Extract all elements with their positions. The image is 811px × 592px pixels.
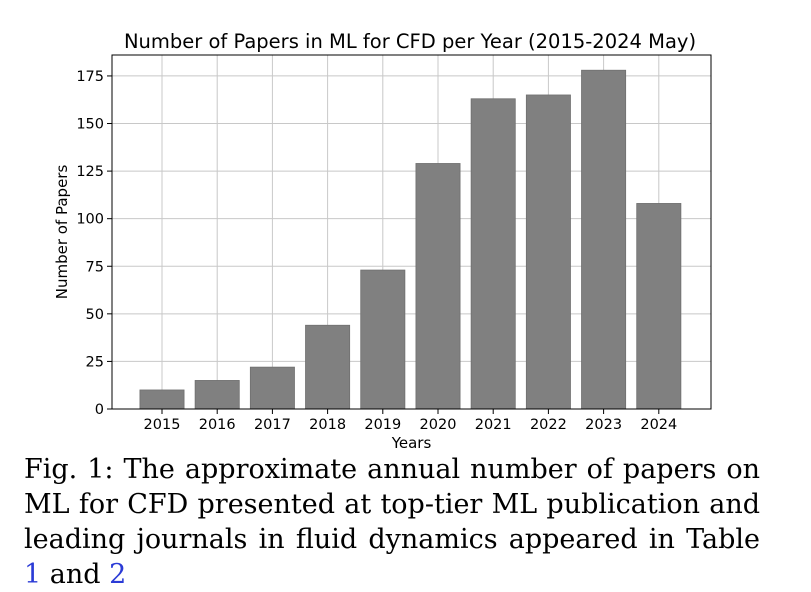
bar-2016 (194, 380, 240, 410)
x-tick-label-2023: 2023 (585, 417, 622, 433)
bar-2024 (636, 203, 682, 410)
y-tick-label-50: 50 (86, 307, 104, 323)
x-axis-label: Years (391, 434, 432, 452)
bar-2018 (305, 324, 351, 410)
bar-2022 (525, 94, 571, 410)
y-tick-label-100: 100 (76, 212, 104, 228)
x-tick-label-2024: 2024 (640, 417, 677, 433)
axes (107, 54, 712, 414)
x-tick-label-2017: 2017 (254, 417, 291, 433)
y-tick-label-175: 175 (76, 69, 104, 85)
x-tick-label-2018: 2018 (309, 417, 346, 433)
figure-caption: Fig. 1: The approximate annual number of… (24, 452, 760, 592)
x-tick-label-2020: 2020 (420, 417, 457, 433)
y-tick-label-0: 0 (95, 402, 104, 418)
bar-2019 (360, 269, 406, 410)
bar-2020 (415, 163, 461, 410)
table-1-reference-link[interactable]: 1 (24, 559, 42, 590)
bar-2015 (139, 389, 185, 410)
y-tick-label-125: 125 (76, 164, 104, 180)
y-tick-label-25: 25 (86, 354, 104, 370)
x-tick-label-2022: 2022 (530, 417, 567, 433)
chart-title: Number of Papers in ML for CFD per Year … (124, 30, 696, 53)
table-2-reference-link[interactable]: 2 (109, 559, 127, 590)
y-tick-label-150: 150 (76, 117, 104, 133)
bars (139, 69, 682, 410)
bar-chart: Number of Papers in ML for CFD per Year … (53, 30, 712, 452)
x-tick-label-2016: 2016 (199, 417, 236, 433)
caption-conjunction: and (41, 559, 110, 590)
bar-2023 (581, 69, 627, 410)
caption-text: Fig. 1: The approximate annual number of… (24, 454, 760, 555)
tick-labels: 0 25 50 75 100 125 150 175 2015 2016 2017 2018 2019 2… (76, 69, 677, 433)
y-axis-label: Number of Papers (53, 165, 71, 300)
bar-2021 (470, 98, 516, 410)
y-tick-label-75: 75 (86, 259, 104, 275)
bar-2017 (249, 366, 295, 410)
plot-frame (111, 54, 712, 410)
x-tick-label-2019: 2019 (364, 417, 401, 433)
x-tick-label-2021: 2021 (475, 417, 512, 433)
x-tick-label-2015: 2015 (144, 417, 181, 433)
bar-chart-figure: Number of Papers in ML for CFD per Year … (53, 30, 712, 452)
